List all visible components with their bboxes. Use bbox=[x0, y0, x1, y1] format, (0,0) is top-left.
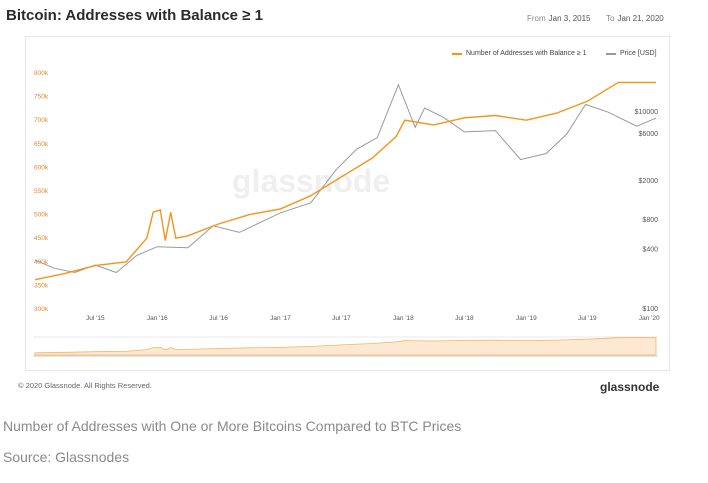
y-right-tick-label: $400 bbox=[642, 247, 658, 254]
legend-price[interactable]: Price [USD] bbox=[606, 50, 657, 57]
legend-swatch-addresses bbox=[452, 52, 462, 55]
y-right-tick-label: $100 bbox=[642, 306, 658, 313]
figure-caption: Number of Addresses with One or More Bit… bbox=[3, 418, 462, 434]
from-label: From bbox=[527, 14, 546, 23]
date-range[interactable]: From Jan 3, 2015 bbox=[527, 14, 590, 23]
right-axis: $100 $400 $800 $2000 $6000 $10000 bbox=[635, 109, 658, 313]
x-tick-label: Jul '15 bbox=[86, 315, 105, 322]
to-range[interactable]: To Jan 21, 2020 bbox=[606, 14, 664, 23]
y-left-tick-label: 500k bbox=[34, 212, 49, 219]
brand-logo: glassnode bbox=[600, 380, 660, 394]
legend-addresses[interactable]: Number of Addresses with Balance ≥ 1 bbox=[452, 50, 587, 57]
y-right-tick-label: $10000 bbox=[635, 109, 658, 116]
price-series-line bbox=[34, 83, 657, 274]
y-left-tick-label: 750k bbox=[34, 94, 49, 101]
navigator-area[interactable] bbox=[34, 337, 657, 356]
addresses-series-line bbox=[34, 81, 656, 281]
y-right-tick-label: $6000 bbox=[639, 131, 659, 138]
legend-swatch-price bbox=[606, 52, 616, 55]
chart-frame bbox=[25, 36, 670, 371]
from-date[interactable]: Jan 3, 2015 bbox=[548, 14, 591, 23]
x-tick-label: Jul '18 bbox=[455, 315, 474, 322]
y-left-tick-label: 550k bbox=[34, 188, 49, 195]
x-axis: Jul '15 Jan '16 Jul '16 Jan '17 Jul '17 Jan '… bbox=[86, 315, 660, 322]
x-tick-label: Jan '16 bbox=[147, 315, 168, 322]
y-left-tick-label: 700k bbox=[34, 117, 49, 124]
figure-source: Source: Glassnodes bbox=[3, 449, 130, 465]
watermark: glassnode bbox=[232, 163, 390, 199]
x-tick-label: Jan '17 bbox=[270, 315, 291, 322]
legend-label-addresses: Number of Addresses with Balance ≥ 1 bbox=[466, 50, 587, 57]
left-axis: 300k350k400k450k500k550k600k650k700k750k… bbox=[34, 70, 49, 313]
to-date[interactable]: Jan 21, 2020 bbox=[617, 14, 664, 23]
y-left-tick-label: 350k bbox=[34, 282, 49, 289]
x-tick-label: Jan '20 bbox=[639, 315, 660, 322]
copyright: © 2020 Glassnode. All Rights Reserved. bbox=[18, 381, 152, 390]
y-left-tick-label: 650k bbox=[34, 141, 49, 148]
y-left-tick-label: 600k bbox=[34, 164, 49, 171]
x-tick-label: Jul '16 bbox=[209, 315, 228, 322]
x-tick-label: Jul '17 bbox=[332, 315, 351, 322]
chart-title: Bitcoin: Addresses with Balance ≥ 1 bbox=[6, 7, 263, 24]
legend-label-price: Price [USD] bbox=[620, 50, 657, 57]
y-left-tick-label: 450k bbox=[34, 235, 49, 242]
y-left-tick-label: 800k bbox=[34, 70, 49, 77]
y-right-tick-label: $2000 bbox=[639, 178, 659, 185]
y-right-tick-label: $800 bbox=[642, 217, 658, 224]
x-tick-label: Jan '19 bbox=[516, 315, 537, 322]
y-left-tick-label: 300k bbox=[34, 306, 49, 313]
x-tick-label: Jan '18 bbox=[393, 315, 414, 322]
x-tick-label: Jul '19 bbox=[578, 315, 597, 322]
to-label: To bbox=[606, 14, 615, 23]
